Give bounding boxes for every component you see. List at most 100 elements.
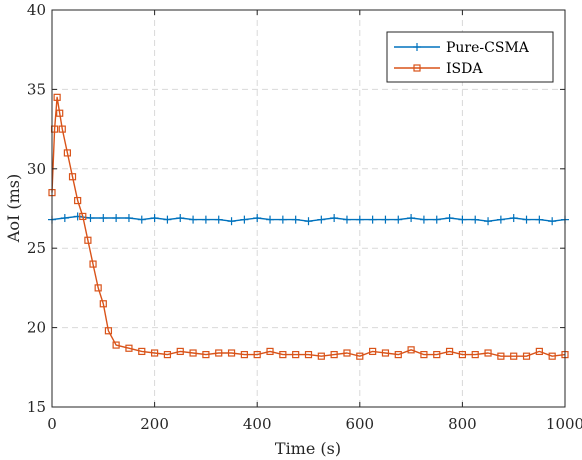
data-point-pure-csma [330, 214, 339, 223]
data-point-isda [202, 350, 210, 359]
data-point-isda [79, 212, 87, 221]
data-point-pure-csma [240, 215, 249, 224]
data-point-isda [471, 350, 479, 359]
data-point-pure-csma [484, 217, 493, 226]
x-tick-label: 0 [47, 415, 57, 433]
data-point-pure-csma [253, 214, 262, 223]
data-point-isda [68, 173, 77, 181]
legend-box [386, 31, 554, 83]
plot-frame [51, 9, 566, 408]
data-point-isda [292, 350, 300, 359]
legend-marker-isda [413, 64, 421, 72]
data-point-isda [215, 349, 223, 357]
y-tick-label: 30 [27, 160, 46, 178]
x-tick-label: 1000 [546, 415, 582, 433]
x-axis-label: Time (s) [275, 439, 341, 458]
data-point-pure-csma [189, 215, 198, 224]
data-point-pure-csma [548, 217, 557, 226]
data-point-isda [279, 350, 287, 359]
data-point-isda [548, 352, 556, 360]
data-point-isda [125, 344, 133, 352]
data-point-isda [176, 347, 184, 356]
data-point-isda [407, 346, 415, 354]
legend-items [394, 43, 440, 72]
y-tick-label: 15 [27, 398, 46, 416]
data-point-isda [74, 196, 82, 205]
data-point-pure-csma [407, 214, 416, 223]
data-point-isda [381, 349, 390, 357]
data-point-pure-csma [445, 214, 454, 223]
data-point-isda [317, 352, 325, 360]
data-point-isda [112, 341, 120, 349]
legend-item-pure-csma [394, 43, 440, 51]
y-tick-label: 40 [27, 1, 46, 19]
data-point-isda [56, 109, 64, 117]
data-point-isda [343, 349, 351, 357]
data-point-isda [104, 327, 113, 335]
data-point-pure-csma [419, 215, 428, 224]
data-point-isda [84, 236, 92, 244]
y-axis-label: AoI (ms) [4, 174, 23, 243]
data-point-pure-csma [86, 214, 95, 223]
data-point-isda [53, 93, 61, 101]
legend: Pure-CSMA ISDA [386, 31, 554, 83]
x-tick-label: 600 [345, 415, 374, 433]
data-point-pure-csma [304, 217, 313, 226]
data-point-pure-csma [522, 215, 531, 224]
y-tick-label: 20 [27, 319, 46, 337]
data-point-pure-csma [99, 214, 108, 223]
y-tick-label: 35 [27, 80, 46, 98]
data-point-pure-csma [368, 215, 377, 224]
data-point-isda [535, 347, 543, 356]
data-point-pure-csma [137, 215, 146, 224]
x-tick-label: 200 [140, 415, 169, 433]
data-point-pure-csma [535, 215, 544, 224]
data-point-isda [445, 347, 454, 356]
data-point-pure-csma [60, 214, 69, 223]
data-point-pure-csma [381, 215, 390, 224]
data-point-pure-csma [291, 215, 300, 224]
legend-label-isda: ISDA [446, 61, 483, 77]
data-point-isda [89, 260, 97, 268]
data-point-pure-csma [278, 215, 287, 224]
legend-label-pure-csma: Pure-CSMA [446, 40, 530, 56]
data-point-isda [253, 350, 261, 359]
series-line-isda [51, 96, 566, 357]
data-point-pure-csma [163, 215, 172, 224]
data-point-isda [304, 350, 313, 359]
data-point-pure-csma [150, 214, 159, 223]
legend-marker-pure-csma [413, 43, 421, 51]
data-point-pure-csma [355, 215, 364, 224]
data-point-pure-csma [176, 214, 185, 223]
data-point-isda [94, 284, 102, 292]
data-point-pure-csma [394, 215, 403, 224]
data-point-isda [163, 350, 172, 359]
series-isda [48, 93, 569, 360]
data-point-isda [484, 349, 492, 357]
data-point-isda [58, 125, 66, 133]
data-point-isda [240, 350, 248, 359]
data-point-pure-csma [432, 215, 441, 224]
series-layer [48, 93, 569, 360]
data-point-pure-csma [266, 215, 275, 224]
data-point-pure-csma [214, 215, 223, 224]
x-tick-label: 800 [448, 415, 477, 433]
data-point-pure-csma [317, 215, 326, 224]
y-tick-label: 25 [27, 239, 46, 257]
data-point-isda [458, 350, 466, 359]
data-point-pure-csma [227, 217, 236, 226]
data-point-pure-csma [471, 215, 480, 224]
data-point-isda [330, 350, 338, 359]
data-point-isda [189, 349, 197, 357]
data-point-isda [497, 352, 505, 360]
data-point-isda [356, 352, 364, 360]
data-point-isda [510, 352, 518, 360]
data-point-isda [522, 352, 531, 360]
data-point-isda [63, 149, 71, 157]
data-point-isda [394, 350, 402, 359]
data-point-pure-csma [201, 215, 210, 224]
x-tick-label: 400 [243, 415, 272, 433]
data-point-isda [369, 347, 377, 356]
legend-item-isda [394, 64, 440, 72]
